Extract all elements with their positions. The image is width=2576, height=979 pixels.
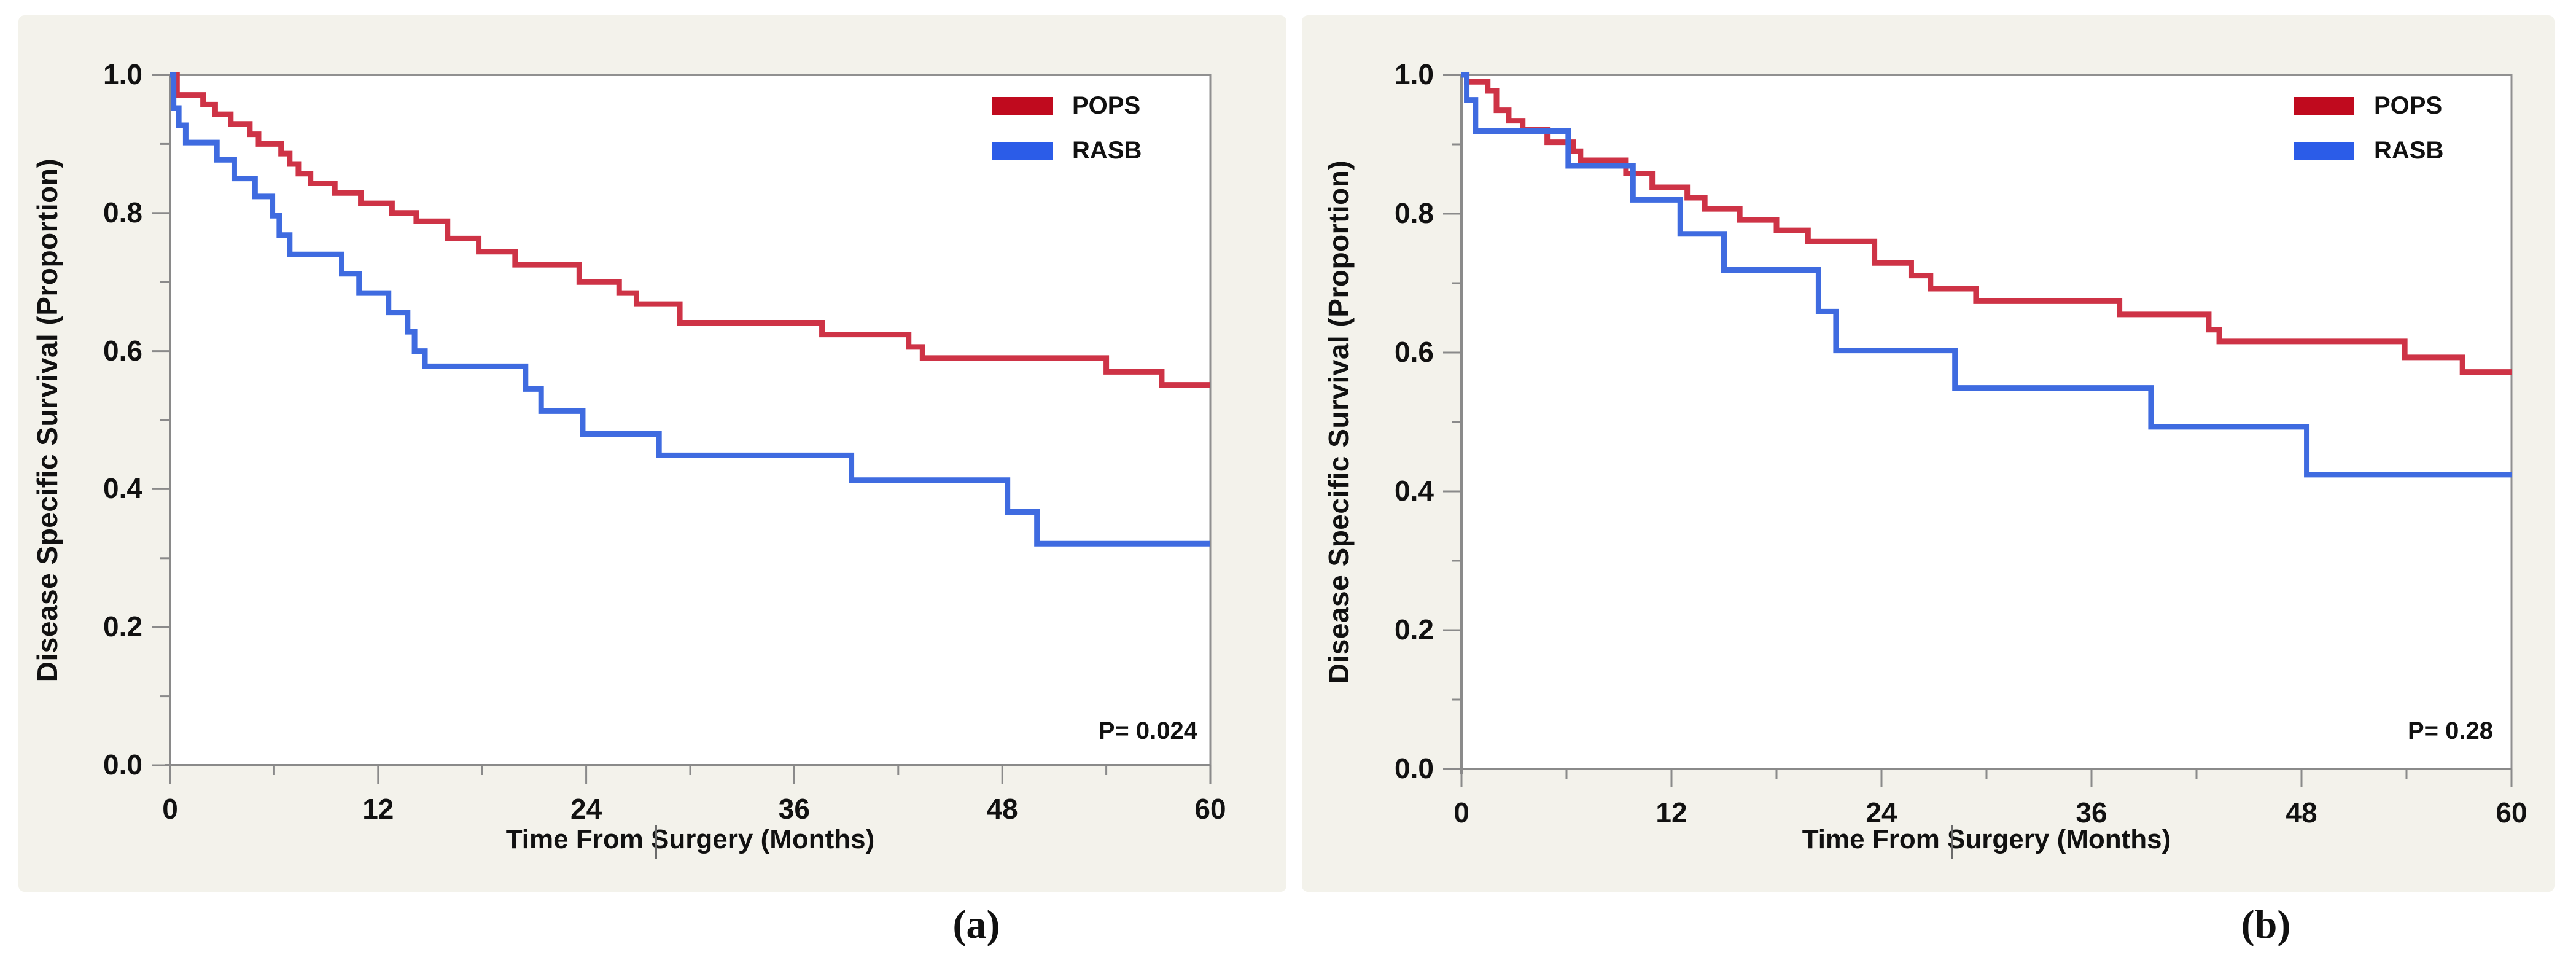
legend-swatch-pops-a [992, 97, 1053, 115]
x-axis-title-tick-a [655, 825, 657, 859]
x-tick-label: 12 [362, 793, 394, 825]
y-tick-label: 0.0 [1395, 752, 1434, 784]
y-tick-label: 0.6 [103, 334, 142, 367]
y-tick-label: 0.8 [1395, 197, 1434, 229]
legend-swatch-rasb-a [992, 142, 1053, 160]
plot-area-(b) [1461, 75, 2512, 769]
y-axis-title-b: Disease Specific Survival (Proportion) [1323, 160, 1355, 684]
y-tick-label: 0.8 [103, 196, 142, 228]
x-tick-label: 60 [1194, 793, 1226, 825]
y-tick-label: 1.0 [1395, 58, 1434, 90]
x-axis-title-a: Time From Surgery (Months) [505, 824, 875, 854]
figure-caption-b: (b) [2241, 902, 2291, 947]
p-value-a: P= 0.024 [1098, 717, 1197, 744]
x-tick-label: 24 [1866, 797, 1897, 829]
x-tick-label: 48 [2286, 797, 2317, 829]
x-axis-title-b: Time From Surgery (Months) [1802, 824, 2171, 854]
y-tick-label: 0.2 [103, 610, 142, 643]
survival-curve-pops [1461, 72, 2512, 375]
y-tick-label: 1.0 [103, 58, 142, 90]
legend-swatch-rasb-b [2294, 142, 2354, 160]
x-tick-label: 0 [1453, 797, 1469, 829]
p-value-b: P= 0.28 [2407, 717, 2493, 744]
figure-caption-a: (a) [952, 902, 1000, 947]
legend-label-pops-b: POPS [2374, 92, 2443, 119]
x-tick-label: 48 [986, 793, 1018, 825]
y-tick-label: 0.4 [103, 472, 142, 505]
legend-label-rasb-a: RASB [1072, 137, 1142, 164]
x-tick-label: 60 [2496, 797, 2527, 829]
x-tick-label: 0 [162, 793, 178, 825]
plot-area-(a) [170, 75, 1210, 765]
y-tick-label: 0.0 [103, 749, 142, 781]
y-tick-label: 0.4 [1395, 475, 1434, 507]
x-tick-label: 12 [1656, 797, 1687, 829]
x-tick-label: 36 [778, 793, 810, 825]
legend-swatch-pops-b [2294, 97, 2354, 115]
y-tick-label: 0.6 [1395, 336, 1434, 368]
legend-label-pops-a: POPS [1072, 92, 1141, 119]
survival-curve-rasb [170, 72, 1210, 547]
y-axis-title-a: Disease Specific Survival (Proportion) [31, 158, 63, 682]
x-tick-label: 36 [2076, 797, 2107, 829]
x-axis-title-tick-b [1951, 825, 1953, 859]
survival-curve-rasb [1461, 72, 2512, 478]
y-tick-label: 0.2 [1395, 614, 1434, 646]
legend-label-rasb-b: RASB [2374, 137, 2444, 164]
x-tick-label: 24 [570, 793, 602, 825]
survival-curve-pops [170, 72, 1210, 388]
